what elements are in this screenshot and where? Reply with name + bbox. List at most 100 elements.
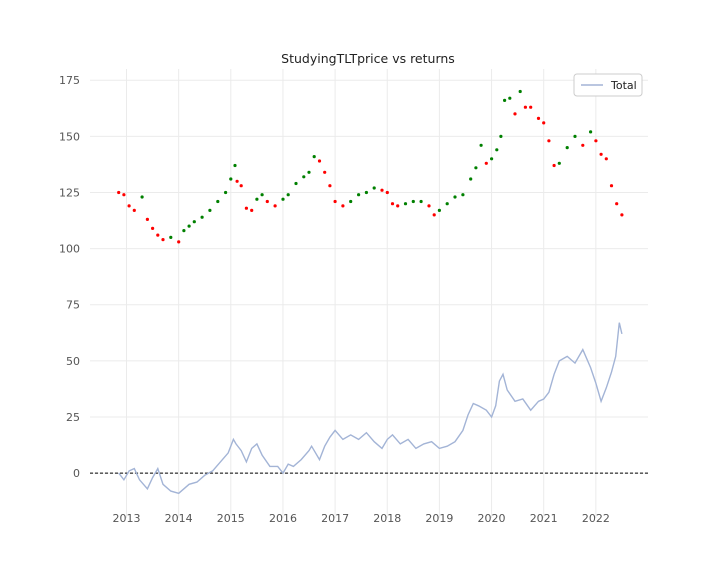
price-point: [372, 186, 376, 190]
price-point: [620, 213, 624, 217]
price-point: [552, 163, 556, 168]
price-point: [364, 190, 368, 195]
x-tick-label: 2020: [478, 512, 506, 525]
y-tick-label: 125: [59, 186, 80, 199]
total-series: [118, 322, 623, 495]
price-point: [385, 190, 389, 195]
price-point: [615, 202, 619, 206]
price-point: [200, 215, 204, 219]
price-point: [117, 190, 121, 195]
price-point: [474, 166, 478, 170]
price-point: [542, 121, 546, 125]
price-point: [390, 202, 395, 206]
price-point: [349, 199, 353, 204]
price-point: [508, 96, 512, 100]
y-tick-labels: 0 25 50 75 100 125 150 175: [59, 74, 80, 480]
price-point: [499, 134, 503, 138]
price-point: [599, 152, 603, 156]
price-point: [250, 208, 254, 212]
x-tick-label: 2016: [269, 512, 297, 525]
price-point: [333, 199, 337, 204]
price-point: [445, 202, 449, 206]
y-tick-label: 100: [59, 243, 80, 256]
y-tick-label: 25: [66, 411, 80, 424]
price-point: [255, 197, 259, 201]
price-point: [432, 213, 436, 217]
price-point: [169, 235, 173, 239]
price-point: [239, 184, 243, 188]
price-point: [380, 188, 384, 192]
chart-title: StudyingTLTprice vs returns: [281, 51, 455, 66]
price-point: [273, 204, 277, 208]
price-point: [594, 139, 598, 143]
price-point: [312, 155, 316, 159]
price-point: [151, 226, 155, 230]
price-point: [589, 130, 593, 134]
price-point: [224, 190, 228, 195]
y-tick-label: 75: [66, 299, 80, 312]
price-point: [244, 206, 248, 210]
price-point: [302, 175, 306, 179]
x-tick-label: 2017: [321, 512, 349, 525]
x-tick-label: 2014: [165, 512, 193, 525]
price-point: [604, 157, 608, 161]
legend: Total: [573, 73, 643, 97]
price-point: [286, 193, 290, 197]
x-tick-labels: 2013 2014 2015 2016 2017 2018 2019 2020 2021 2022: [113, 512, 610, 525]
price-point: [233, 163, 237, 168]
x-tick-label: 2018: [373, 512, 401, 525]
price-point: [127, 204, 131, 208]
total-line: [118, 322, 623, 495]
price-point: [609, 184, 614, 188]
price-point: [323, 170, 327, 174]
price-point: [145, 217, 149, 221]
price-point: [484, 161, 488, 165]
price-point: [573, 134, 577, 138]
x-tick-label: 2015: [217, 512, 245, 525]
x-tick-label: 2019: [425, 512, 453, 525]
price-point: [357, 193, 361, 197]
price-point: [518, 89, 522, 94]
price-point: [161, 238, 165, 242]
price-point: [317, 159, 322, 163]
price-point: [341, 204, 345, 208]
price-point: [229, 177, 233, 181]
price-point: [536, 116, 541, 120]
price-point: [122, 193, 126, 197]
grid-lines: [90, 69, 648, 518]
price-point: [216, 199, 220, 204]
price-point: [265, 199, 269, 204]
price-point: [140, 195, 144, 199]
price-point: [503, 98, 507, 102]
price-point: [260, 193, 264, 197]
price-point: [328, 184, 332, 188]
price-point: [557, 161, 561, 165]
price-point: [281, 197, 285, 201]
price-point: [187, 224, 191, 228]
y-tick-label: 150: [59, 130, 80, 143]
price-point: [453, 195, 457, 199]
price-point: [565, 146, 569, 150]
legend-label-total: Total: [610, 79, 637, 92]
price-point: [547, 139, 551, 143]
price-point: [208, 208, 212, 212]
price-point: [235, 179, 239, 183]
y-tick-label: 0: [73, 467, 80, 480]
price-point: [307, 170, 311, 174]
price-point: [132, 208, 136, 212]
price-point: [469, 177, 473, 181]
x-tick-label: 2022: [582, 512, 610, 525]
legend-box: [573, 73, 643, 97]
price-point: [461, 193, 465, 197]
price-point: [403, 202, 408, 206]
price-point: [156, 233, 160, 237]
price-point: [182, 229, 186, 233]
price-point: [513, 112, 517, 116]
y-tick-label: 175: [59, 74, 80, 87]
price-point: [419, 199, 423, 204]
price-point: [495, 148, 499, 152]
x-tick-label: 2013: [113, 512, 141, 525]
price-series: [117, 89, 624, 244]
price-point: [411, 199, 415, 204]
